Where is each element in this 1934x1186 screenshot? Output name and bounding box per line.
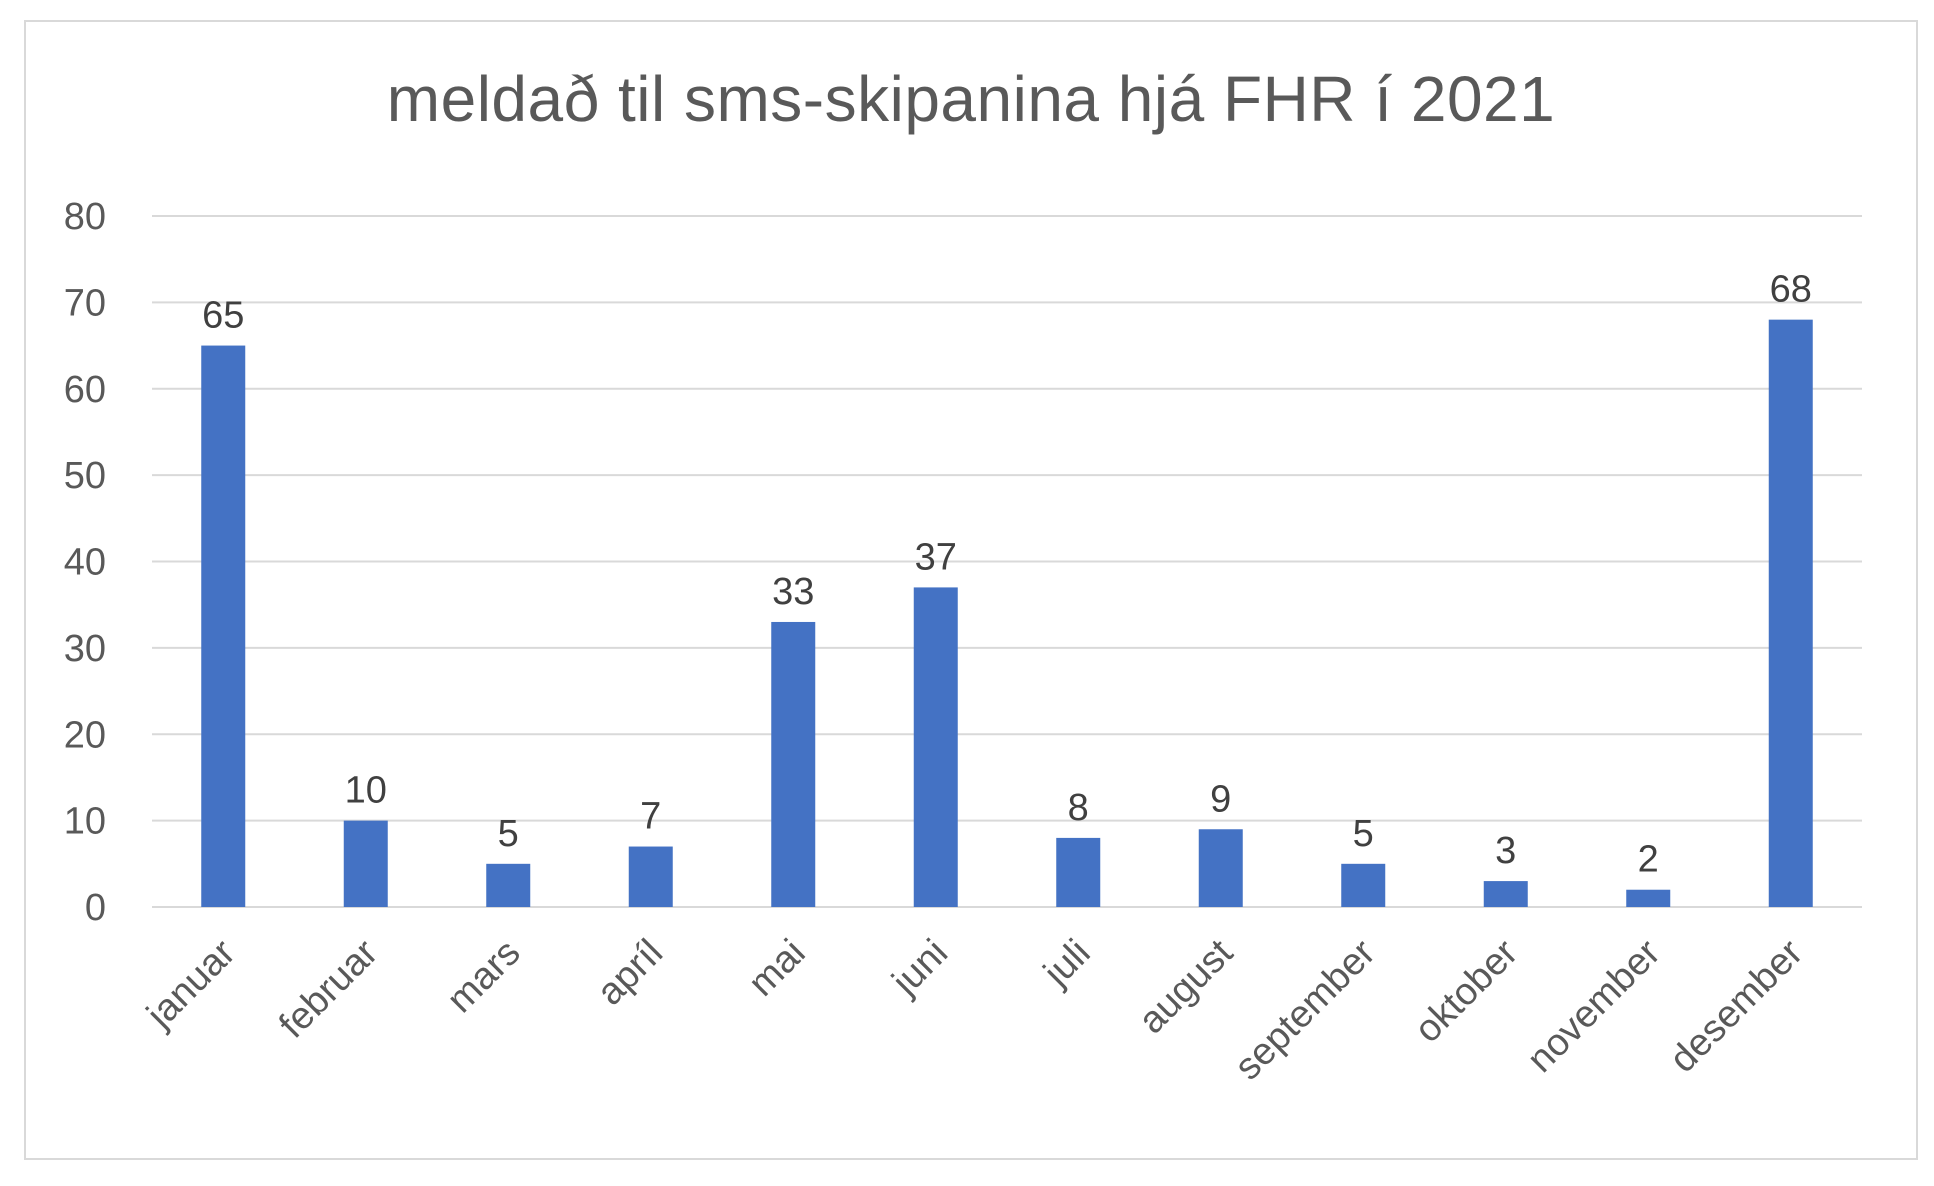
bars <box>201 319 1813 907</box>
y-tick-label: 60 <box>64 369 106 411</box>
category-label-juli: juli <box>1035 932 1098 995</box>
data-label-januar: 65 <box>202 295 244 337</box>
y-tick-label: 50 <box>64 455 106 497</box>
y-tick-label: 40 <box>64 542 106 584</box>
data-label-mars: 5 <box>498 813 519 855</box>
category-label-mai: mai <box>741 932 814 1005</box>
bar-november <box>1626 889 1671 907</box>
category-label-desember: desember <box>1662 931 1811 1080</box>
bar-januar <box>201 345 246 907</box>
category-label-januar: januar <box>139 931 244 1036</box>
data-label-september: 5 <box>1353 813 1374 855</box>
grid-lines <box>152 215 1862 908</box>
bar-februar <box>343 820 388 907</box>
category-label-september: september <box>1227 931 1384 1088</box>
category-label-oktober: oktober <box>1407 931 1527 1051</box>
category-label-juni: juni <box>884 932 956 1004</box>
bar-mai <box>771 621 816 907</box>
category-label-apríl: apríl <box>589 932 671 1014</box>
bar-oktober <box>1483 881 1528 907</box>
category-label-februar: februar <box>271 931 386 1046</box>
data-label-mai: 33 <box>772 571 814 613</box>
y-axis-tick-labels: 0 10 20 30 40 50 60 70 80 <box>64 196 106 929</box>
y-tick-label: 20 <box>64 714 106 756</box>
data-label-august: 9 <box>1210 778 1231 820</box>
bar-september <box>1341 863 1386 907</box>
y-tick-label: 30 <box>64 628 106 670</box>
bar-august <box>1198 829 1243 907</box>
y-tick-label: 80 <box>64 196 106 238</box>
data-label-november: 2 <box>1638 839 1659 881</box>
bar-mars <box>486 863 531 907</box>
chart-frame <box>24 20 1918 1160</box>
data-label-juni: 37 <box>915 536 957 578</box>
category-label-november: november <box>1519 931 1668 1080</box>
category-label-august: august <box>1131 931 1242 1042</box>
data-label-apríl: 7 <box>640 796 661 838</box>
bar-desember <box>1768 319 1813 907</box>
bar-apríl <box>628 846 673 907</box>
data-label-desember: 68 <box>1770 269 1812 311</box>
y-tick-label: 10 <box>64 801 106 843</box>
category-label-mars: mars <box>439 932 528 1021</box>
y-tick-label: 70 <box>64 282 106 324</box>
x-axis-category-labels: januar februar mars apríl mai juni juli augusts… <box>139 931 1812 1088</box>
data-label-februar: 10 <box>345 770 387 812</box>
y-tick-label: 0 <box>85 887 106 929</box>
data-label-juli: 8 <box>1068 787 1089 829</box>
data-labels: 65 10 5 7 33 37 8 9 5 3 2 68 <box>202 269 1812 881</box>
bar-juli <box>1056 837 1101 907</box>
chart-title: meldað til sms-skipanina hjá FHR í 2021 <box>386 63 1556 135</box>
data-label-oktober: 3 <box>1495 830 1516 872</box>
bar-juni <box>913 587 958 907</box>
